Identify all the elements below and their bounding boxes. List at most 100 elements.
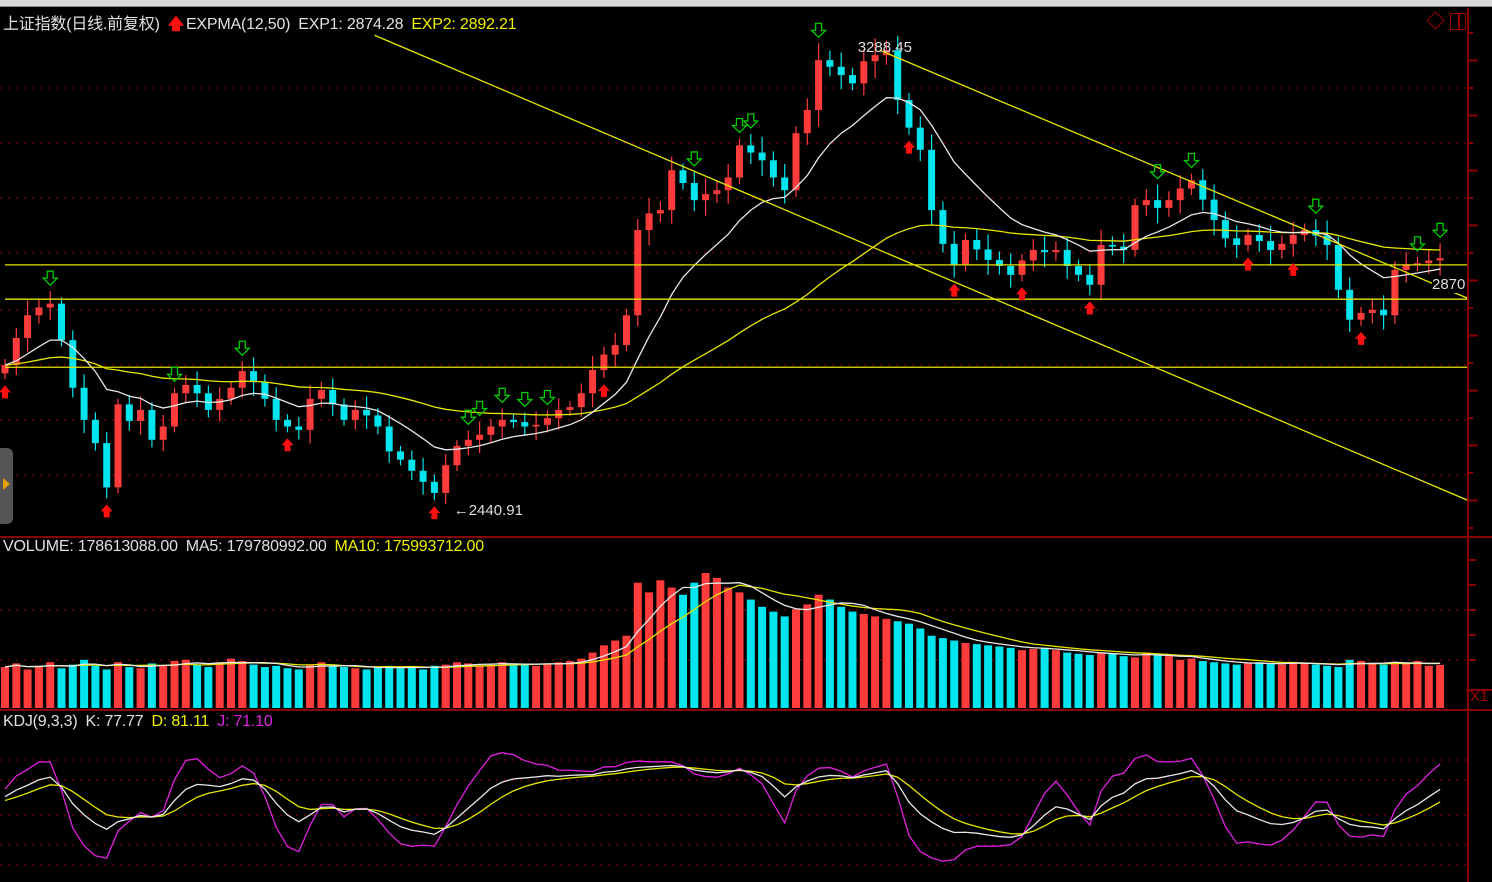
candle-body [1052, 249, 1060, 253]
volume-bar [419, 669, 428, 708]
volume-bar [1368, 663, 1377, 708]
volume-bar [396, 668, 405, 708]
volume-bar [1244, 663, 1252, 708]
volume-bar [995, 646, 1004, 708]
volume-bar [814, 594, 823, 708]
current-price-label: 2870 [1432, 276, 1466, 293]
volume-bar [1018, 650, 1026, 708]
volume-bar [1131, 657, 1139, 708]
volume-bar [57, 668, 66, 708]
split-window-icon[interactable] [1450, 13, 1466, 30]
volume-bar [837, 606, 846, 708]
candle-body [374, 415, 382, 427]
candle-body [645, 213, 653, 231]
volume-bar [1289, 662, 1298, 708]
volume-bar [1198, 661, 1207, 708]
volume-bar [735, 592, 744, 708]
candle-body [521, 422, 529, 427]
volume-bar [34, 665, 43, 708]
candle-body [317, 389, 325, 399]
sell-signal-down-arrow-icon [810, 22, 828, 39]
kdj-name: KDJ(9,3,3) [3, 713, 78, 730]
candle-body [1154, 200, 1162, 208]
ma5-value: MA5: 179780992.00 [185, 538, 327, 555]
volume-bar [351, 668, 360, 708]
volume-bar [1413, 661, 1422, 708]
volume-bar [80, 659, 89, 708]
candle-body [295, 426, 303, 430]
candle-body [543, 418, 551, 425]
candle-body [1029, 249, 1037, 261]
d-value: D: 81.11 [151, 713, 210, 730]
buy-signal-up-arrow-icon [1287, 262, 1300, 276]
buy-signal-up-arrow-icon [1016, 287, 1028, 301]
candle-body [656, 210, 664, 214]
chart-title: 上证指数(日线.前复权) [3, 16, 160, 33]
candle-body [250, 371, 258, 383]
volume-bar [905, 623, 913, 708]
volume-bar [46, 662, 55, 708]
candle-body [803, 109, 811, 134]
buy-signal-up-arrow-icon [1355, 331, 1367, 345]
volume-bar [407, 667, 416, 708]
candle-body [555, 409, 563, 419]
candle-body [80, 387, 88, 420]
volume-bar [1097, 652, 1106, 708]
volume-bar [769, 611, 778, 708]
volume-bar [656, 580, 665, 708]
volume-ma10-line [4, 584, 1441, 669]
volume-bar [746, 599, 755, 708]
volume-bar [181, 659, 190, 708]
candle-body [849, 75, 856, 84]
candle-body [453, 445, 461, 466]
candle-body [1120, 246, 1128, 250]
volume-bar [972, 644, 981, 708]
volume-bar [984, 645, 993, 708]
volume-bar [1379, 664, 1388, 708]
axis-scale-box[interactable]: X1 [1470, 688, 1489, 705]
kdj-j-line [4, 752, 1441, 862]
volume-bar [170, 661, 179, 708]
volume-bar [1311, 664, 1320, 708]
volume-legend: VOLUME: 178613088.00 MA5: 179780992.00 MA1… [3, 538, 492, 556]
expand-triangle-icon [3, 478, 10, 490]
candle-body [351, 409, 359, 420]
volume-bar [498, 662, 507, 708]
exp1-line [4, 97, 1441, 451]
buy-signal-up-arrow-icon [1083, 301, 1096, 315]
volume-bar [68, 664, 77, 708]
candle-body [1210, 199, 1218, 221]
volume-bar [114, 662, 122, 708]
candle-body [984, 249, 992, 260]
red-up-arrow-icon: 🡅 [167, 16, 184, 33]
volume-bar [803, 604, 812, 708]
buy-signal-up-arrow-icon [948, 283, 961, 297]
low-price-label: ←2440.91 [454, 502, 523, 519]
candle-body [58, 303, 65, 341]
k-value: K: 77.77 [85, 713, 144, 730]
sell-signal-down-arrow-icon [165, 366, 184, 383]
candle-body [193, 384, 201, 394]
sell-signal-down-arrow-icon [685, 151, 703, 167]
volume-bar [193, 664, 202, 708]
candle-body [46, 303, 54, 308]
volume-bar [1266, 663, 1275, 708]
sell-signal-down-arrow-icon [538, 389, 556, 406]
candle-body [1267, 241, 1275, 250]
candle-body [690, 182, 698, 201]
volume-bar [1187, 658, 1196, 708]
volume-bar [294, 669, 303, 708]
candle-body [238, 371, 246, 388]
volume-bar [758, 606, 767, 708]
sell-signal-down-arrow-icon [233, 340, 251, 357]
candle-body [1131, 205, 1139, 250]
volume-bar [633, 582, 642, 708]
volume-bar [1142, 652, 1151, 708]
volume-bar [272, 665, 281, 708]
candle-body [1357, 313, 1365, 320]
candle-body [860, 61, 868, 84]
volume-bar [825, 599, 834, 708]
candle-body [261, 382, 269, 399]
side-panel-toggle[interactable] [0, 448, 13, 524]
